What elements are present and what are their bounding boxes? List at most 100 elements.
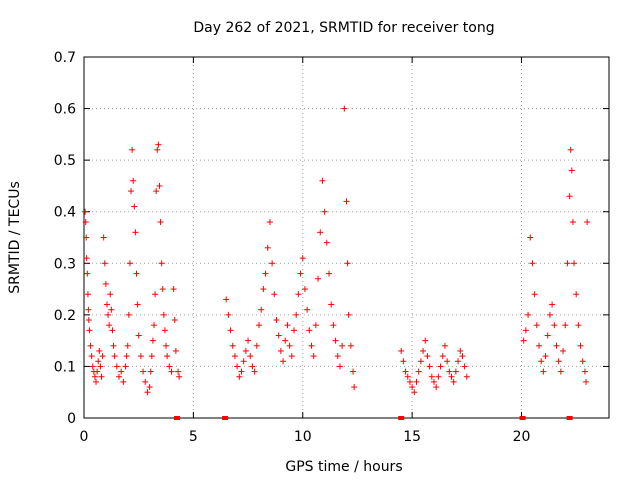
data-point xyxy=(560,347,567,354)
data-point xyxy=(459,353,466,360)
data-point xyxy=(400,358,407,365)
data-point xyxy=(153,188,160,195)
data-point xyxy=(87,342,94,349)
data-point xyxy=(160,311,167,318)
data-point xyxy=(312,322,319,329)
data-point xyxy=(172,347,179,354)
data-point xyxy=(126,260,133,267)
data-point xyxy=(118,368,125,375)
data-point xyxy=(94,368,101,375)
data-point xyxy=(124,342,131,349)
data-point xyxy=(100,234,107,241)
data-point xyxy=(409,384,416,391)
data-point xyxy=(529,260,536,267)
data-point xyxy=(234,363,241,370)
data-point xyxy=(553,342,560,349)
data-point xyxy=(433,384,440,391)
data-point xyxy=(88,353,95,360)
data-point xyxy=(242,347,249,354)
data-point xyxy=(334,353,341,360)
data-point xyxy=(308,342,315,349)
data-point xyxy=(549,301,556,308)
y-tick-label: 0.5 xyxy=(54,153,76,169)
data-point xyxy=(163,342,170,349)
data-point xyxy=(579,358,586,365)
data-point xyxy=(245,337,252,344)
data-point xyxy=(544,332,551,339)
data-point xyxy=(229,342,236,349)
data-point xyxy=(455,358,462,365)
data-point xyxy=(123,353,130,360)
data-point xyxy=(575,322,582,329)
data-point xyxy=(446,368,453,375)
zero-marker xyxy=(222,416,229,420)
data-point xyxy=(562,322,569,329)
data-point xyxy=(166,363,173,370)
data-point xyxy=(542,353,549,360)
data-point xyxy=(439,353,446,360)
data-point xyxy=(551,322,558,329)
data-point xyxy=(581,368,588,375)
data-point xyxy=(295,291,302,298)
data-point xyxy=(240,358,247,365)
data-point xyxy=(332,337,339,344)
data-point xyxy=(102,280,109,287)
data-point xyxy=(328,301,335,308)
data-point xyxy=(571,260,577,267)
data-point xyxy=(171,317,178,324)
data-point xyxy=(538,358,545,365)
x-tick-label: 15 xyxy=(403,429,421,445)
data-point xyxy=(101,260,108,267)
data-point xyxy=(225,311,232,318)
data-point xyxy=(402,368,409,375)
data-point xyxy=(158,260,165,267)
x-axis-ticks: 0 5 10 15 20 xyxy=(80,57,530,445)
data-point xyxy=(546,311,553,318)
data-point xyxy=(106,322,113,329)
data-point xyxy=(83,234,90,241)
data-point xyxy=(450,378,457,385)
data-point xyxy=(125,311,132,318)
data-point xyxy=(568,167,575,174)
zero-marker xyxy=(398,416,405,420)
data-point xyxy=(140,368,147,375)
data-point xyxy=(176,373,183,380)
data-point xyxy=(299,255,306,262)
data-point xyxy=(424,353,431,360)
data-point xyxy=(413,378,420,385)
data-point xyxy=(573,291,580,298)
data-point xyxy=(306,327,313,334)
data-point xyxy=(260,286,267,293)
data-point xyxy=(135,332,142,339)
data-point xyxy=(415,368,422,375)
data-point xyxy=(277,347,284,354)
data-point xyxy=(317,229,324,236)
data-point xyxy=(149,337,156,344)
data-point xyxy=(146,384,153,391)
data-point xyxy=(133,270,140,277)
data-point xyxy=(86,327,93,334)
data-point xyxy=(131,203,138,210)
data-point xyxy=(441,342,448,349)
data-point xyxy=(522,327,529,334)
x-tick-label: 10 xyxy=(294,429,312,445)
data-point xyxy=(350,368,357,375)
data-point xyxy=(301,286,308,293)
data-point xyxy=(351,384,358,391)
data-point xyxy=(275,332,282,339)
data-point xyxy=(170,286,177,293)
data-point xyxy=(231,353,238,360)
data-point xyxy=(288,353,295,360)
data-point xyxy=(251,368,258,375)
data-point xyxy=(319,177,326,184)
data-point xyxy=(431,378,437,385)
data-point xyxy=(99,353,106,360)
data-point xyxy=(577,342,584,349)
data-point xyxy=(566,193,573,200)
y-tick-label: 0.2 xyxy=(54,308,76,324)
data-point xyxy=(82,208,89,215)
data-point xyxy=(129,146,136,153)
data-point xyxy=(155,141,162,148)
data-point xyxy=(437,363,444,370)
data-point xyxy=(461,363,468,370)
